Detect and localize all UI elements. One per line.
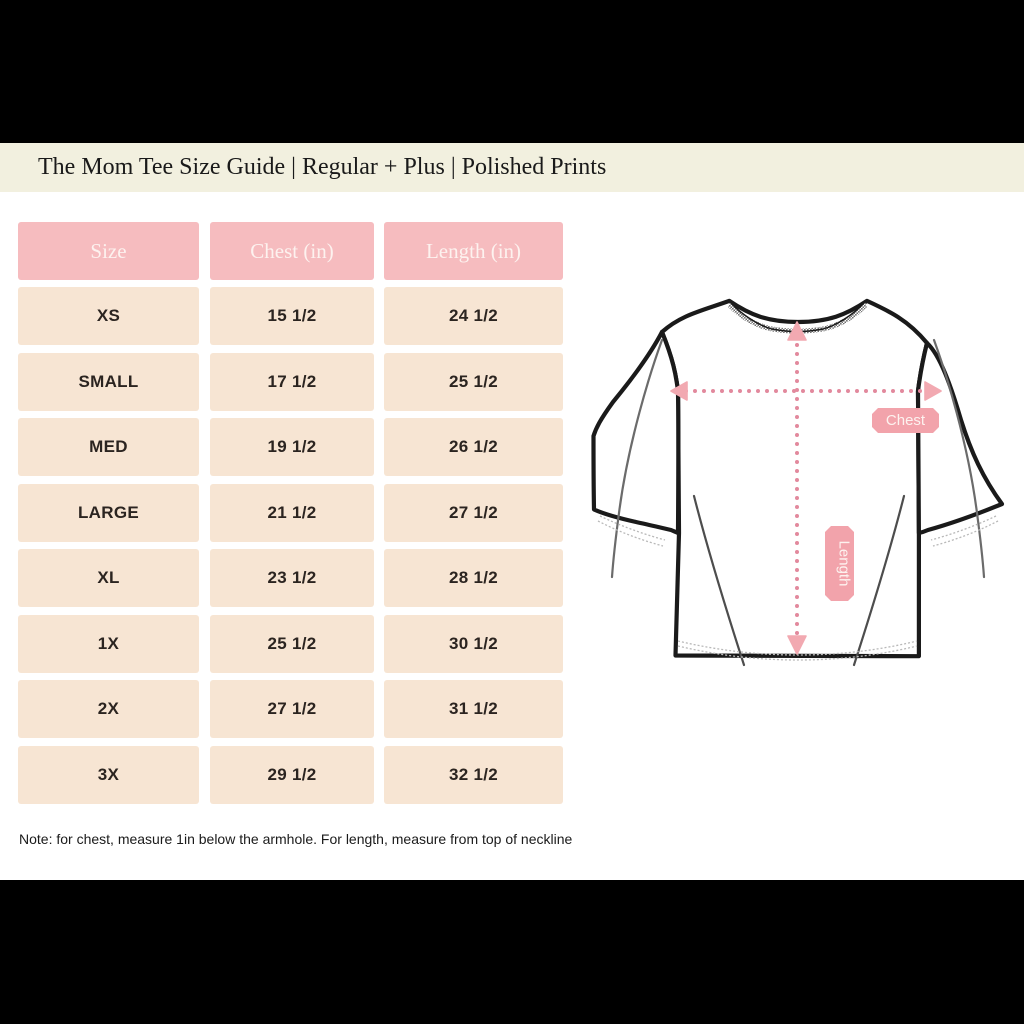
svg-text:Length: Length bbox=[836, 541, 853, 587]
svg-text:Chest: Chest bbox=[886, 412, 926, 429]
